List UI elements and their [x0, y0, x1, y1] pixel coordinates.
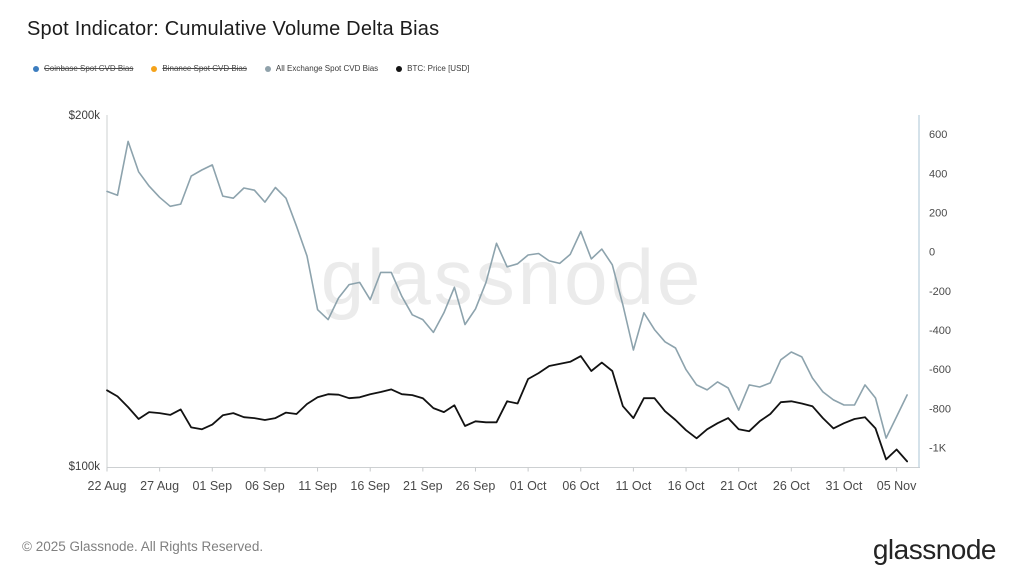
x-tick-label: 06 Oct: [562, 479, 599, 493]
legend-item-btc-price-usd[interactable]: BTC: Price [USD]: [396, 64, 469, 73]
x-tick-label: 16 Oct: [668, 479, 705, 493]
chart-legend: Coinbase Spot CVD Bias Binance Spot CVD B…: [33, 64, 469, 73]
left-axis-label-top: $200k: [69, 110, 101, 122]
legend-dot-icon: [33, 65, 39, 72]
legend-dot-icon: [396, 65, 403, 72]
x-tick-label: 26 Oct: [773, 479, 810, 493]
x-tick-label: 06 Sep: [245, 479, 285, 493]
x-tick-label: 05 Nov: [877, 479, 917, 493]
right-axis-tick-label: -600: [929, 364, 951, 376]
x-tick-label: 11 Sep: [298, 479, 337, 493]
x-tick-label: 11 Oct: [615, 479, 651, 493]
x-tick-label: 26 Sep: [456, 479, 496, 493]
legend-item-coinbase-spot-cvd-bias[interactable]: Coinbase Spot CVD Bias: [33, 64, 133, 73]
right-axis-tick-label: -400: [929, 325, 951, 337]
right-axis-tick-label: -200: [929, 286, 951, 298]
right-axis-tick-label: -800: [929, 403, 951, 415]
x-tick-label: 01 Oct: [510, 479, 547, 493]
legend-item-all-exchange-spot-cvd-bias[interactable]: All Exchange Spot CVD Bias: [264, 64, 379, 73]
right-axis-tick-label: 400: [929, 168, 947, 180]
cvd-bias-chart[interactable]: 22 Aug 27 Aug 01 Sep 06 Sep 11 Sep 16 Sep 21 S…: [0, 0, 1024, 520]
right-axis-tick-label: -1K: [929, 442, 947, 454]
right-axis-tick-label: 0: [929, 247, 935, 259]
legend-item-binance-spot-cvd-bias[interactable]: Binance Spot CVD Bias: [151, 64, 247, 73]
x-tick-label: 21 Oct: [720, 479, 757, 493]
legend-dot-icon: [151, 65, 158, 72]
legend-item-label: All Exchange Spot CVD Bias: [275, 64, 379, 73]
all-exchange-cvd-line: [106, 140, 908, 439]
copyright-text: © 2025 Glassnode. All Rights Reserved.: [22, 539, 264, 554]
x-tick-label: 27 Aug: [140, 479, 179, 493]
btc-price-line: [106, 355, 908, 463]
legend-item-label: Coinbase Spot CVD Bias: [44, 64, 134, 73]
x-tick-label: 01 Sep: [192, 479, 232, 493]
x-tick-label: 22 Aug: [88, 479, 127, 493]
page-title: Spot Indicator: Cumulative Volume Delta …: [27, 18, 440, 40]
left-axis-label-bottom: $100k: [69, 461, 101, 473]
glassnode-logo: glassnode: [872, 534, 997, 565]
x-tick-label: 31 Oct: [826, 479, 863, 493]
legend-item-label: Binance Spot CVD Bias: [162, 64, 247, 73]
legend-dot-icon: [264, 65, 271, 72]
right-axis-tick-label: 200: [929, 207, 947, 219]
legend-item-label: BTC: Price [USD]: [407, 64, 470, 73]
x-tick-label: 21 Sep: [403, 479, 443, 493]
right-axis-tick-label: 600: [929, 129, 947, 141]
x-tick-label: 16 Sep: [350, 479, 390, 493]
